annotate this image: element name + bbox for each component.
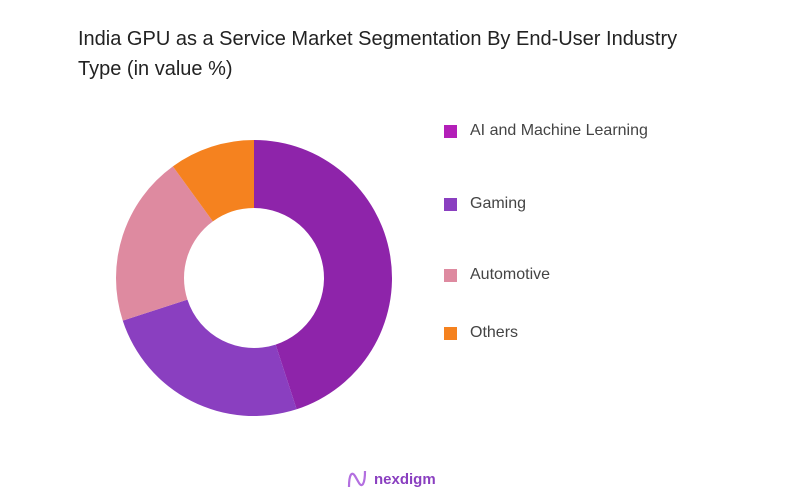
slice-others [172, 140, 254, 222]
legend-swatch [444, 124, 457, 138]
legend-label: Others [470, 324, 519, 341]
legend-swatch [444, 326, 457, 340]
legend-label: AI and Machine Learning [470, 122, 648, 139]
legend-label: Automotive [470, 266, 551, 283]
slice-ai-and-machine-learning [254, 140, 392, 410]
legend-label: Gaming [470, 195, 527, 212]
nexdigm-logo-icon [347, 470, 367, 488]
legend-swatch [444, 197, 457, 211]
slice-gaming [122, 299, 297, 416]
legend-item: AI and Machine Learning [444, 122, 648, 140]
slice-automotive [116, 166, 213, 321]
legend-item: Automotive [444, 266, 550, 284]
legend-item: Others [444, 324, 518, 342]
legend-swatch [444, 268, 457, 282]
brand-logo: nexdigm [346, 468, 436, 490]
legend-item: Gaming [444, 195, 526, 213]
chart-title: India GPU as a Service Market Segmentati… [78, 28, 678, 80]
brand-name: nexdigm [374, 470, 436, 488]
